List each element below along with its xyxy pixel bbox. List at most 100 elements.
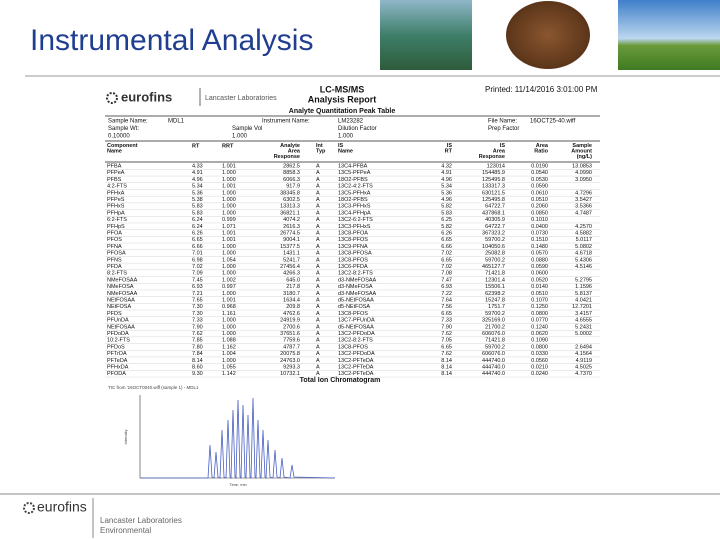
cell: 6.65 bbox=[441, 311, 452, 317]
footer-line: Lancaster Laboratories bbox=[100, 516, 182, 525]
cell: NEtFOSAA bbox=[107, 297, 135, 303]
cell: 4.7487 bbox=[575, 210, 592, 216]
column-header: Int Typ bbox=[316, 143, 326, 155]
cell: 59700.2 bbox=[485, 311, 505, 317]
cell: 630121.5 bbox=[482, 190, 505, 196]
field: File Name: bbox=[488, 119, 517, 125]
cell: PFHxS bbox=[107, 204, 125, 210]
header-word: (ng/L) bbox=[577, 154, 592, 160]
header-word: IS bbox=[500, 143, 506, 149]
cell: 18O2-PFBS bbox=[338, 197, 368, 203]
cell: 0.0800 bbox=[531, 311, 548, 317]
cell: PFODA bbox=[107, 371, 126, 377]
cell: 0.1240 bbox=[531, 324, 548, 330]
cell: 4.5025 bbox=[575, 364, 592, 370]
cell: 0.0530 bbox=[531, 177, 548, 183]
cell: A bbox=[316, 184, 320, 190]
field: Sample Name: bbox=[108, 119, 148, 125]
cell: PFOA bbox=[107, 230, 122, 236]
cell: 1.000 bbox=[222, 324, 236, 330]
cell: 37651.6 bbox=[280, 331, 300, 337]
cell: 5.2431 bbox=[575, 324, 592, 330]
cell: 1.000 bbox=[222, 331, 236, 337]
cell: 104050.6 bbox=[482, 244, 505, 250]
cell: 1.162 bbox=[222, 344, 236, 350]
cell: 59700.2 bbox=[485, 257, 505, 263]
cell: 5.38 bbox=[192, 197, 203, 203]
column-header: RT bbox=[192, 143, 200, 149]
column-header: IS Area Response bbox=[479, 143, 506, 160]
cell: 24763.0 bbox=[280, 358, 300, 364]
cell: 123014 bbox=[487, 163, 505, 169]
cell: 4.96 bbox=[441, 197, 452, 203]
cell: 0.0590 bbox=[531, 184, 548, 190]
chromatogram-caption: TIC from '16OCT0040.wiff (sample 1) - MD… bbox=[108, 385, 199, 390]
cell: 0.0560 bbox=[531, 358, 548, 364]
cell: 13C4-PFBA bbox=[338, 163, 368, 169]
cell: A bbox=[316, 284, 320, 290]
cell: 13C6-PFDA bbox=[338, 264, 368, 270]
cell: 5.36 bbox=[192, 190, 203, 196]
cell: 1.001 bbox=[222, 297, 236, 303]
cell: 0.0520 bbox=[531, 277, 548, 283]
cell: 7.02 bbox=[441, 251, 452, 257]
cell: 7.80 bbox=[192, 344, 203, 350]
cell: 2700.6 bbox=[283, 324, 300, 330]
cell: 15377.5 bbox=[280, 244, 300, 250]
header-word: Name bbox=[107, 149, 122, 155]
cell: 606076.0 bbox=[482, 331, 505, 337]
cell: 3.0950 bbox=[575, 177, 592, 183]
cell: 7.09 bbox=[192, 271, 203, 277]
cell: 0.0590 bbox=[531, 264, 548, 270]
cell: 12301.4 bbox=[485, 277, 505, 283]
cell: 0.2060 bbox=[531, 204, 548, 210]
cell: 0.0510 bbox=[531, 197, 548, 203]
report-title: Analysis Report bbox=[308, 94, 377, 104]
cell: 3180.7 bbox=[283, 291, 300, 297]
cell: 7.65 bbox=[192, 297, 203, 303]
cell: A bbox=[316, 257, 320, 263]
cell: 6.65 bbox=[192, 237, 203, 243]
cell: PFHpS bbox=[107, 224, 125, 230]
cell: 6.93 bbox=[192, 284, 203, 290]
cell: 1.142 bbox=[222, 371, 236, 377]
field: Instrument Name: bbox=[262, 119, 310, 125]
cell: 1.1596 bbox=[575, 284, 592, 290]
cell: A bbox=[316, 163, 320, 169]
cell: 7.05 bbox=[441, 338, 452, 344]
cell: 26774.5 bbox=[280, 230, 300, 236]
cell: A bbox=[316, 304, 320, 310]
footer-logo-mark bbox=[23, 502, 35, 514]
cell: 36821.1 bbox=[280, 210, 300, 216]
field: Prep Factor bbox=[488, 126, 519, 132]
cell: PFOSA bbox=[107, 251, 126, 257]
cell: 7.21 bbox=[192, 291, 203, 297]
cell: 64722.7 bbox=[485, 204, 505, 210]
cell: 0.0400 bbox=[531, 224, 548, 230]
cell: 13C2-6:2-FTS bbox=[338, 217, 373, 223]
cell: 8.60 bbox=[192, 364, 203, 370]
cell: 0.1480 bbox=[531, 244, 548, 250]
cell: PFOS bbox=[107, 237, 122, 243]
cell: 6.98 bbox=[192, 257, 203, 263]
cell: 1.000 bbox=[222, 177, 236, 183]
header-word: Name bbox=[338, 149, 353, 155]
cell: 606076.0 bbox=[482, 351, 505, 357]
cell: 24919.9 bbox=[280, 318, 300, 324]
printed-date: Printed: 11/14/2016 3:01:00 PM bbox=[485, 85, 598, 94]
cell: 0.0190 bbox=[531, 163, 548, 169]
cell: 1.088 bbox=[222, 338, 236, 344]
cell: 1751.7 bbox=[488, 304, 505, 310]
cell: 5.82 bbox=[441, 204, 452, 210]
cell: 2862.5 bbox=[283, 163, 300, 169]
cell: d5-NEtFOSAA bbox=[338, 324, 374, 330]
cell: 7759.6 bbox=[283, 338, 300, 344]
x-axis-label: Time, min bbox=[229, 482, 246, 487]
cell: 7.02 bbox=[441, 264, 452, 270]
cell: 4.6555 bbox=[575, 318, 592, 324]
column-header: Area Ratio bbox=[534, 143, 549, 155]
cell: PFDS bbox=[107, 311, 122, 317]
cell: 13C9-PFNA bbox=[338, 244, 368, 250]
cell: 7.85 bbox=[192, 338, 203, 344]
cell: 1.000 bbox=[222, 318, 236, 324]
